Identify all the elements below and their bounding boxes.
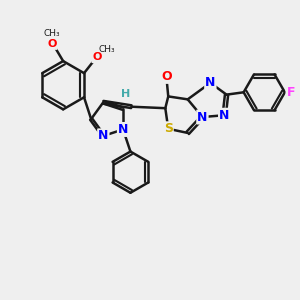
Text: N: N [98,129,109,142]
Text: N: N [118,123,128,136]
Text: F: F [286,86,295,99]
Text: S: S [164,122,173,135]
Text: O: O [92,52,102,62]
Text: N: N [205,76,215,89]
Text: CH₃: CH₃ [44,29,60,38]
Text: H: H [121,89,130,99]
Text: O: O [47,39,57,49]
Text: O: O [161,70,172,83]
Text: N: N [219,109,230,122]
Text: CH₃: CH₃ [99,44,115,53]
Text: N: N [197,110,208,124]
